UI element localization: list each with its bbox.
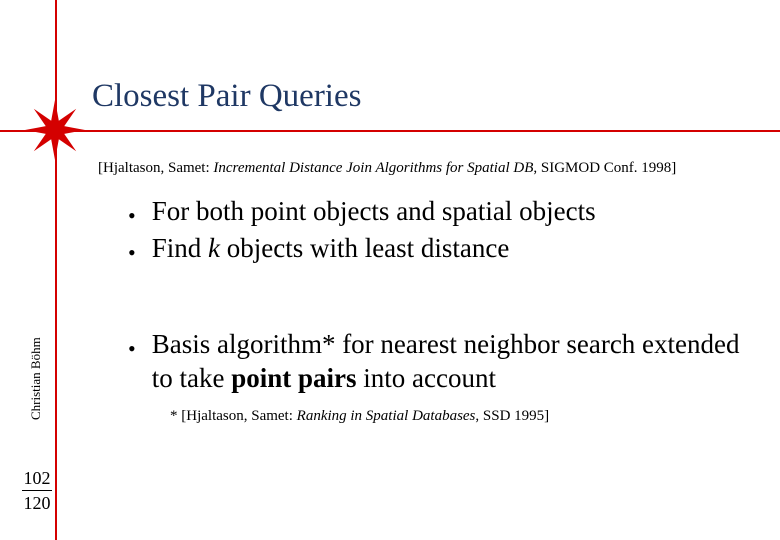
bullet-3-b: into account [356, 363, 495, 393]
footnote-italic: Ranking in Spatial Databases [297, 408, 476, 424]
bullet-2: • Find k objects with least distance [128, 232, 738, 266]
bullet-3: • Basis algorithm* for nearest neighbor … [128, 328, 748, 396]
bullet-1: • For both point objects and spatial obj… [128, 195, 738, 229]
slide: Closest Pair Queries [Hjaltason, Samet: … [0, 0, 780, 540]
bullet-2-k: k [208, 233, 220, 263]
bullet-dot-icon: • [128, 205, 136, 227]
slide-title: Closest Pair Queries [92, 78, 361, 115]
bullet-2-a: Find [152, 233, 208, 263]
horizontal-rule [0, 130, 780, 132]
bullet-3-bold: point pairs [231, 363, 356, 393]
page-divider [22, 490, 52, 491]
bullet-dot-icon: • [128, 338, 136, 360]
footnote-suffix: , SSD 1995] [475, 408, 549, 424]
bullet-2-b: objects with least distance [220, 233, 509, 263]
author-label: Christian Böhm [28, 337, 44, 420]
star-icon [25, 100, 85, 160]
footnote-prefix: * [Hjaltason, Samet: [170, 408, 297, 424]
bullet-1-text: For both point objects and spatial objec… [152, 195, 596, 229]
citation: [Hjaltason, Samet: Incremental Distance … [98, 160, 676, 177]
citation-suffix: , SIGMOD Conf. 1998] [533, 160, 676, 176]
citation-prefix: [Hjaltason, Samet: [98, 160, 213, 176]
footnote: * [Hjaltason, Samet: Ranking in Spatial … [170, 408, 549, 425]
page-current: 102 [18, 468, 56, 489]
bullet-3-text: Basis algorithm* for nearest neighbor se… [152, 328, 748, 396]
citation-italic: Incremental Distance Join Algorithms for… [213, 160, 533, 176]
page-total: 120 [18, 493, 56, 514]
bullet-dot-icon: • [128, 242, 136, 264]
vertical-rule [55, 0, 57, 540]
bullet-2-text: Find k objects with least distance [152, 232, 510, 266]
